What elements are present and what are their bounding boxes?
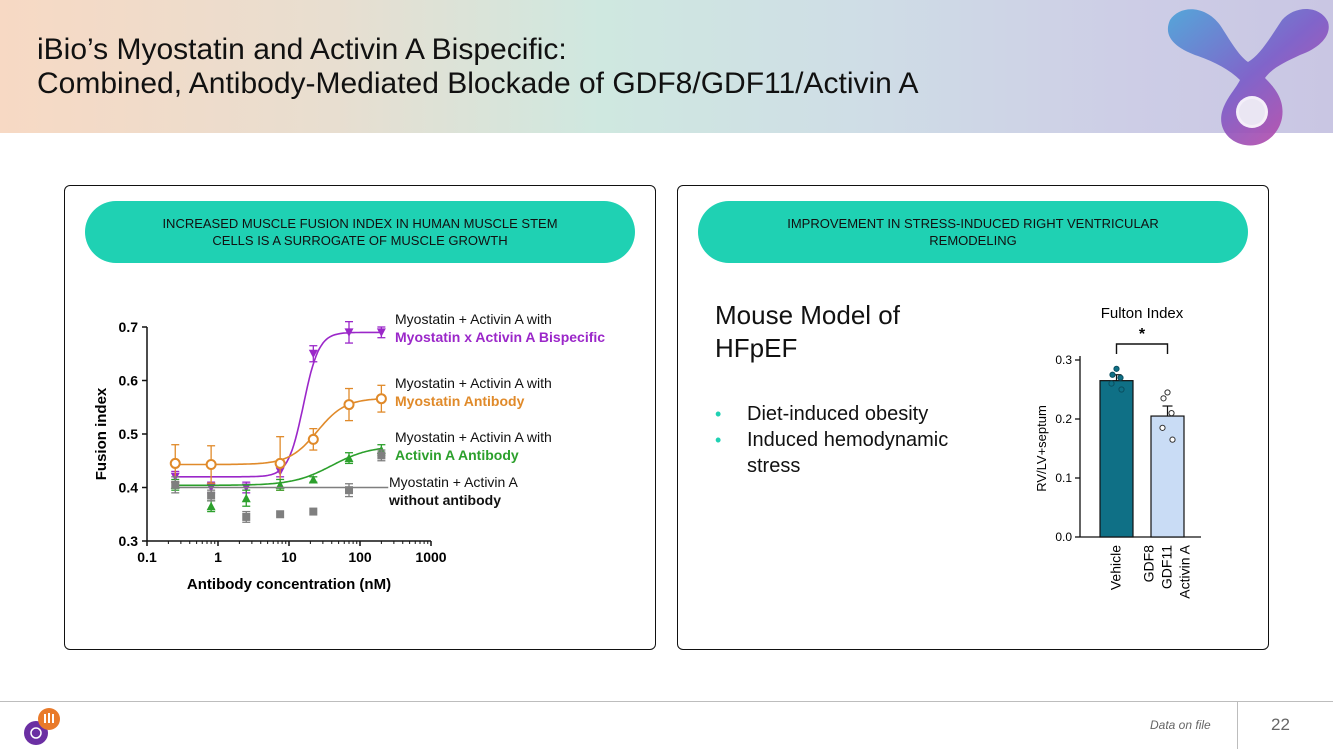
mouse-model-heading: Mouse Model of HFpEF	[715, 299, 900, 365]
data-point-no_antibody	[377, 451, 386, 460]
data-point-activin_ab	[241, 493, 251, 503]
y-tick-label: 0.3	[119, 533, 139, 549]
data-point-bispecific	[344, 328, 354, 337]
bullet-item: Induced hemodynamic stress	[715, 427, 1005, 479]
data-point-activin_ab	[308, 474, 318, 484]
y-tick-label: 0.6	[119, 373, 139, 389]
data-point	[1160, 395, 1167, 402]
model-bullet-list: Diet-induced obesity Induced hemodynamic…	[715, 401, 1005, 479]
fulton-index-chart: Fulton Index 0.0 0.1 0.2 0.3 RV/LV+septum Vehi…	[1034, 305, 1201, 599]
mouse-model-line-2: HFpEF	[715, 333, 798, 363]
series-name-myostatin_ab: Myostatin Antibody	[395, 393, 525, 409]
data-point-myostatin_ab	[375, 393, 387, 405]
y-tick-label: 0.5	[119, 426, 139, 442]
data-point	[1117, 374, 1124, 381]
footer-separator	[1237, 702, 1238, 749]
data-point	[1118, 386, 1125, 393]
footer-divider	[0, 701, 1333, 702]
ibio-logo-icon	[24, 708, 60, 745]
series-label-activin_ab: Myostatin + Activin A with	[395, 429, 552, 445]
data-point	[1159, 424, 1166, 431]
significance-marker: *	[1139, 326, 1146, 343]
series-name-activin_ab: Activin A Antibody	[395, 447, 519, 463]
y-tick-label: 0.7	[119, 319, 139, 335]
header-banner: iBio’s Myostatin and Activin A Bispecifi…	[0, 0, 1333, 133]
data-point	[1169, 436, 1176, 443]
category-label: Vehicle	[1108, 545, 1124, 590]
data-point	[1113, 365, 1120, 372]
data-point-no_antibody	[171, 480, 180, 489]
y-tick-label: 0.0	[1055, 530, 1072, 544]
antibody-structure-image	[1167, 8, 1329, 146]
data-point-bispecific	[308, 349, 318, 359]
data-point	[1168, 410, 1175, 417]
series-label-myostatin_ab: Myostatin + Activin A with	[395, 375, 552, 391]
series-name-no_antibody: without antibody	[388, 492, 501, 508]
data-point-no_antibody	[309, 507, 318, 516]
data-point-bispecific	[376, 328, 386, 337]
data-point-myostatin_ab	[169, 457, 181, 469]
series-name-bispecific: Myostatin x Activin A Bispecific	[395, 329, 605, 345]
x-tick-label: 10	[281, 549, 297, 565]
y-tick-label: 0.1	[1055, 471, 1072, 485]
data-point-myostatin_ab	[205, 458, 217, 470]
chart-title: Fulton Index	[1101, 305, 1184, 322]
data-point-activin_ab	[206, 501, 216, 511]
bullet-item: Diet-induced obesity	[715, 401, 1005, 427]
x-tick-label: 0.1	[137, 549, 157, 565]
mouse-model-line-1: Mouse Model of	[715, 300, 900, 330]
fusion-index-banner: INCREASED MUSCLE FUSION INDEX IN HUMAN M…	[85, 201, 635, 263]
category-label: GDF8	[1141, 545, 1157, 583]
series-label-bispecific: Myostatin + Activin A with	[395, 311, 552, 327]
data-point	[1164, 389, 1171, 396]
y-axis-label: RV/LV+septum	[1034, 405, 1049, 492]
significance-bracket	[1115, 343, 1169, 354]
data-point-no_antibody	[207, 491, 216, 500]
data-point	[1108, 380, 1115, 387]
x-tick-label: 100	[348, 549, 372, 565]
y-tick-label: 0.3	[1055, 353, 1072, 367]
title-line-2: Combined, Antibody-Mediated Blockade of …	[37, 67, 919, 100]
y-axis-label: Fusion index	[93, 387, 110, 480]
rv-remodeling-panel: IMPROVEMENT IN STRESS-INDUCED RIGHT VENT…	[677, 185, 1269, 650]
fusion-index-chart: 0.3 0.4 0.5 0.6 0.7 0.1 1 10 100 1000 Antibody con…	[93, 311, 605, 593]
data-point-myostatin_ab	[274, 457, 286, 469]
page-number: 22	[1271, 715, 1290, 734]
x-axis-label: Antibody concentration (nM)	[187, 576, 391, 593]
y-tick-label: 0.2	[1055, 412, 1072, 426]
slide-title: iBio’s Myostatin and Activin A Bispecifi…	[37, 33, 919, 101]
y-tick-label: 0.4	[119, 480, 139, 496]
bar	[1150, 415, 1185, 538]
data-point	[1109, 371, 1116, 378]
data-on-file-note: Data on file	[1150, 718, 1211, 732]
data-point-no_antibody	[242, 512, 251, 521]
data-point-activin_ab	[344, 453, 354, 463]
data-point-no_antibody	[276, 510, 285, 519]
x-tick-label: 1	[214, 549, 222, 565]
data-point-myostatin_ab	[343, 399, 355, 411]
data-point-no_antibody	[345, 486, 354, 495]
category-label: Activin A	[1177, 544, 1193, 598]
category-label: GDF11	[1159, 545, 1175, 589]
title-line-1: iBio’s Myostatin and Activin A Bispecifi…	[37, 33, 567, 66]
data-point-myostatin_ab	[307, 433, 319, 445]
fusion-index-panel: INCREASED MUSCLE FUSION INDEX IN HUMAN M…	[64, 185, 656, 650]
bar	[1099, 380, 1134, 538]
x-tick-label: 1000	[415, 549, 446, 565]
rv-remodeling-banner: IMPROVEMENT IN STRESS-INDUCED RIGHT VENT…	[698, 201, 1248, 263]
series-label-no_antibody: Myostatin + Activin A	[389, 474, 518, 490]
